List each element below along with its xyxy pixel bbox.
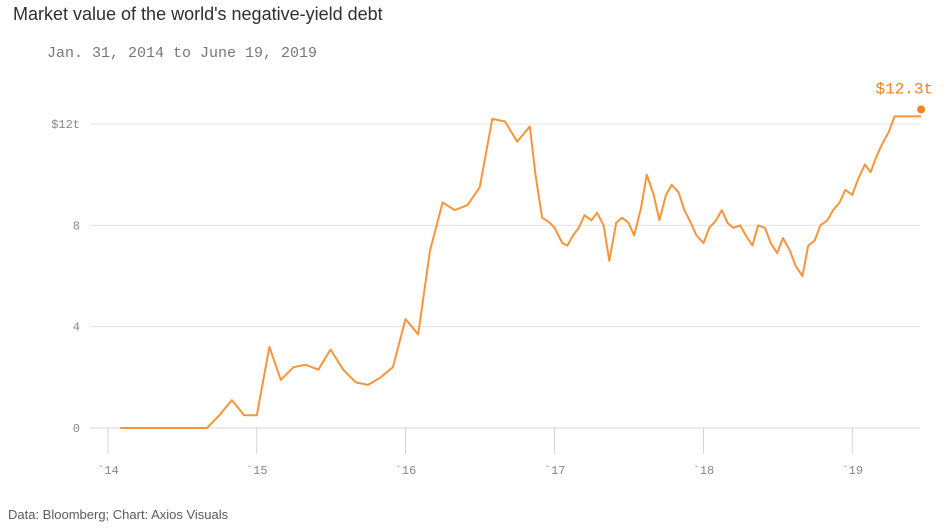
x-tick-label: `19	[841, 464, 863, 478]
x-tick-label: `16	[395, 464, 417, 478]
y-tick-label: $12t	[51, 118, 80, 132]
y-tick-label: 4	[73, 321, 80, 335]
series-line	[120, 115, 922, 429]
end-value-label: $12.3t	[875, 80, 933, 98]
end-point-marker	[917, 105, 926, 114]
chart-subtitle: Jan. 31, 2014 to June 19, 2019	[47, 45, 318, 62]
x-tick-label: `17	[544, 464, 566, 478]
y-gridlines	[90, 123, 920, 429]
x-tick-label: `18	[693, 464, 715, 478]
y-axis-labels: 0 4 8 $12t	[51, 118, 80, 436]
series-group	[120, 115, 922, 429]
chart-title: Market value of the world's negative-yie…	[13, 4, 383, 24]
y-tick-label: 0	[73, 422, 80, 436]
x-tick-label: `15	[246, 464, 268, 478]
x-tick-label: `14	[97, 464, 119, 478]
y-tick-label: 8	[73, 219, 80, 233]
source-note: Data: Bloomberg; Chart: Axios Visuals	[8, 507, 229, 522]
x-axis: `14 `15 `16 `17 `18 `19	[97, 428, 863, 478]
annotation-group: $12.3t	[875, 80, 933, 114]
